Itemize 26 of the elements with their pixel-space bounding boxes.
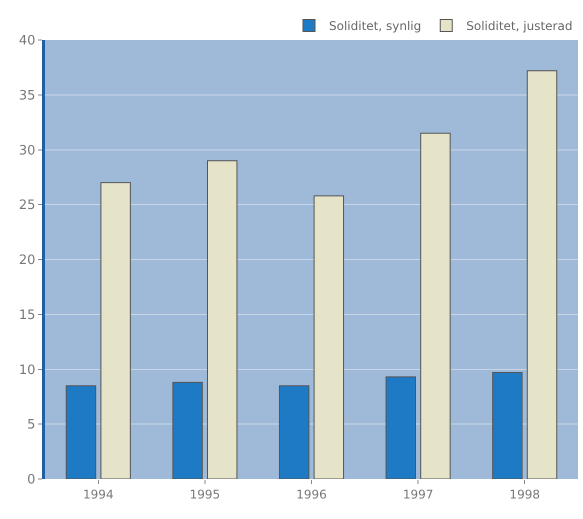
bar xyxy=(100,182,131,479)
y-tick-label: 35 xyxy=(18,88,36,104)
x-tick-label: 1996 xyxy=(296,487,327,502)
legend-label: Soliditet, synlig xyxy=(329,19,422,34)
bar xyxy=(207,160,238,479)
y-tick-label: 30 xyxy=(18,143,36,158)
y-tick-label: 25 xyxy=(18,198,36,214)
legend-label: Soliditet, justerad xyxy=(466,19,572,34)
bar xyxy=(492,372,523,479)
bar xyxy=(420,132,451,479)
bar xyxy=(314,195,344,479)
y-tick-label: 0 xyxy=(27,472,36,488)
bar xyxy=(386,376,416,479)
y-tick-label: 15 xyxy=(18,308,36,323)
y-tick-label: 5 xyxy=(27,418,36,433)
x-tick-label: 1997 xyxy=(402,487,434,502)
x-tick-label: 1995 xyxy=(190,487,220,502)
y-tick-label: 40 xyxy=(18,34,36,49)
bar xyxy=(526,70,558,479)
bar xyxy=(172,382,203,479)
bar xyxy=(278,385,310,479)
y-tick-label: 20 xyxy=(18,253,36,268)
bar xyxy=(66,385,96,479)
y-tick-label: 10 xyxy=(18,362,36,378)
x-tick-label: 1998 xyxy=(509,487,540,502)
x-tick-label: 1994 xyxy=(83,487,114,502)
